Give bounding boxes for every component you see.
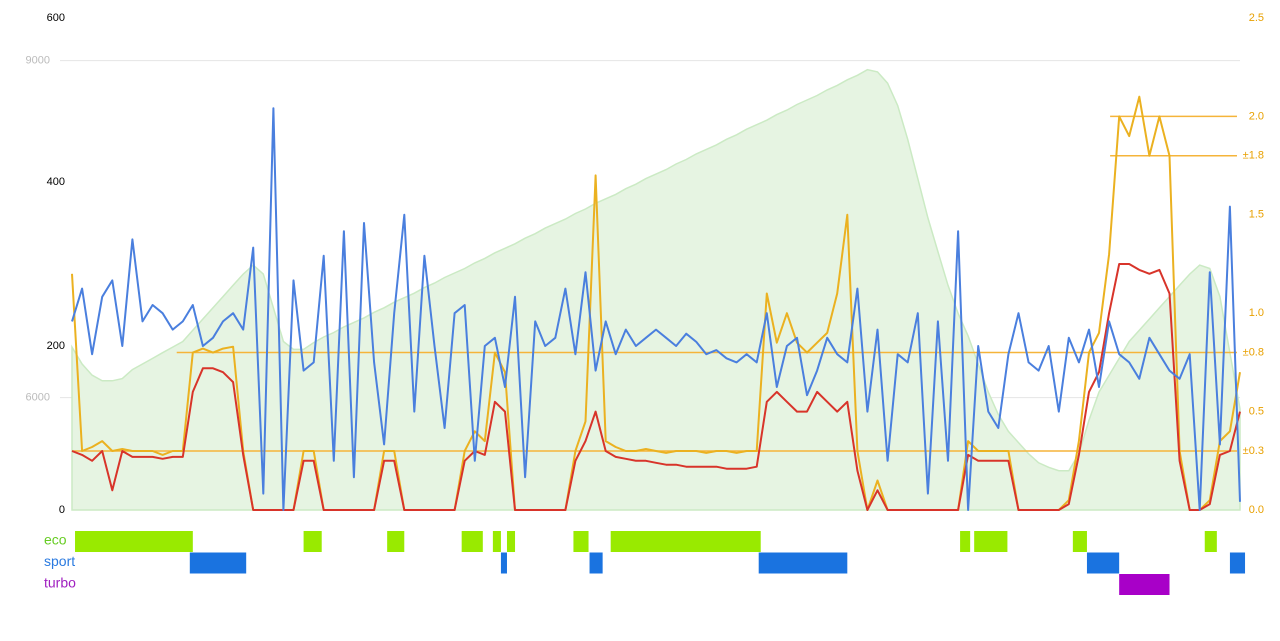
reference-label: ±0.8	[1243, 346, 1264, 358]
mode-segment	[1229, 552, 1246, 574]
y2-tick-label: 2.5	[1249, 12, 1264, 24]
y2-tick-label: 0.0	[1249, 504, 1264, 516]
mode-segment	[573, 531, 589, 552]
mode-segment	[303, 531, 322, 552]
y3-tick-label: 9000	[26, 55, 50, 67]
mode-segment	[1119, 574, 1170, 595]
mode-segment	[189, 552, 247, 574]
mode-segment	[610, 531, 761, 552]
mode-label: turbo	[44, 575, 76, 591]
y2-tick-label: 0.5	[1249, 406, 1264, 418]
y2-tick-label: 1.0	[1249, 307, 1264, 319]
y2-tick-label: 2.0	[1249, 110, 1264, 122]
mode-segment	[758, 552, 848, 574]
mode-segment	[387, 531, 405, 552]
mode-segment	[75, 531, 193, 552]
mode-segment	[492, 531, 501, 552]
mode-label: sport	[44, 553, 75, 569]
mode-segment	[506, 531, 516, 552]
reference-label: ±0.3	[1243, 445, 1264, 457]
y-tick-label: 200	[47, 340, 65, 352]
y-tick-label: 400	[47, 176, 65, 188]
mode-segment	[1072, 531, 1087, 552]
y3-tick-label: 6000	[26, 392, 50, 404]
mode-label: eco	[44, 532, 67, 548]
mode-segment	[974, 531, 1008, 552]
line	[71, 263, 1241, 511]
mode-segment	[960, 531, 971, 552]
mode-segment	[1204, 531, 1217, 552]
y-tick-label: 600	[47, 12, 65, 24]
y2-tick-label: 1.5	[1249, 209, 1264, 221]
line	[71, 107, 1241, 511]
mode-segment	[461, 531, 483, 552]
elevation-area	[71, 68, 1241, 511]
mode-segment	[500, 552, 507, 574]
mode-segment	[589, 552, 603, 574]
y-tick-label: 0	[59, 504, 65, 516]
mode-segment	[1086, 552, 1120, 574]
reference-label: ±1.8	[1243, 150, 1264, 162]
